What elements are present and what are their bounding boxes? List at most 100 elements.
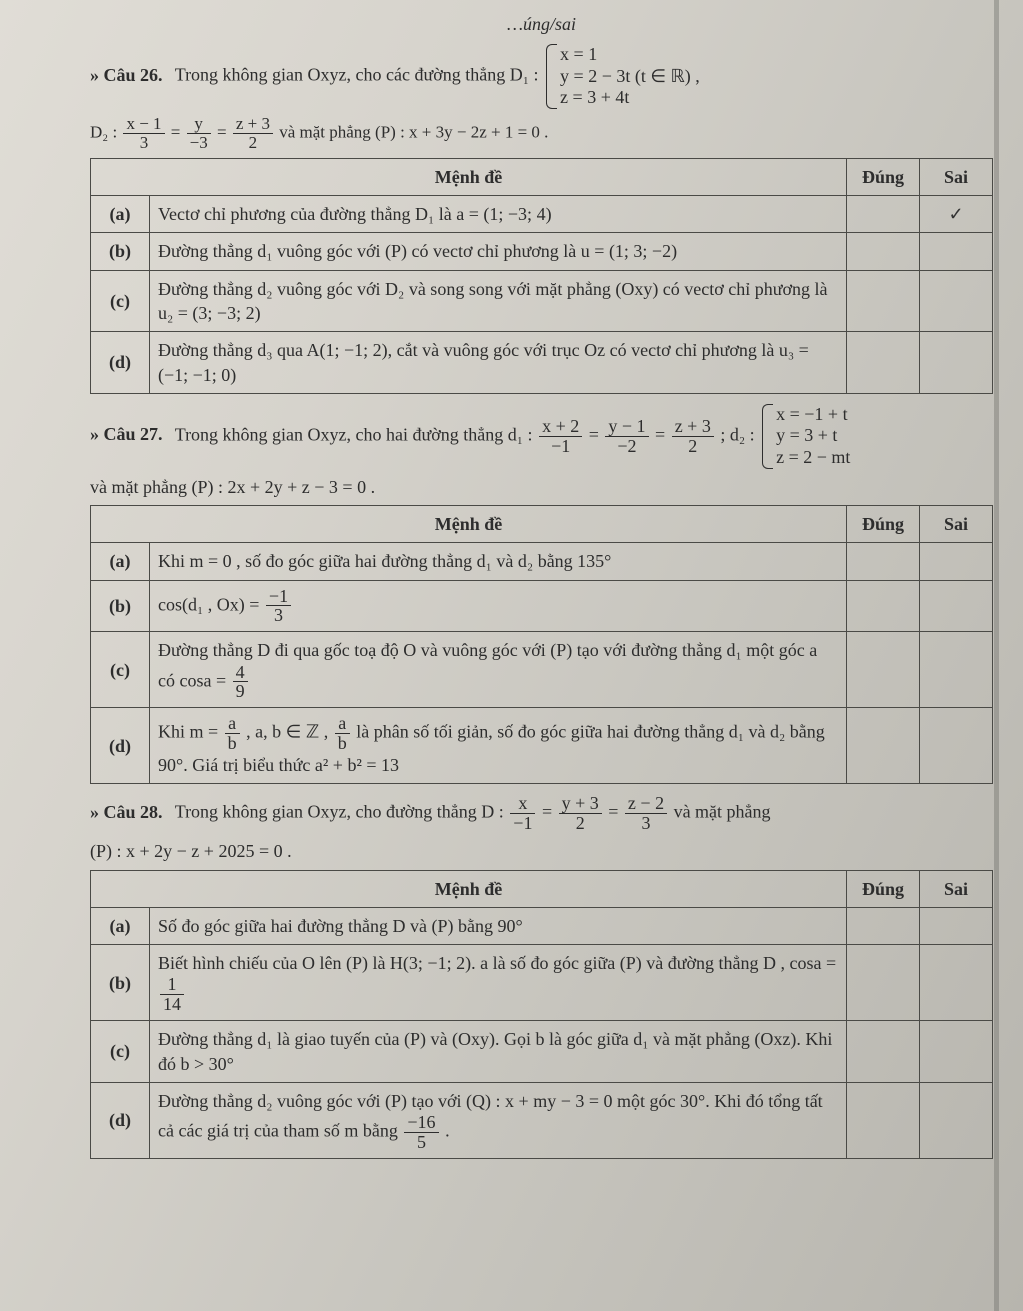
q26-intro-a: Trong không gian Oxyz, cho các đường thẳ… — [175, 65, 539, 85]
sys-line: z = 2 − mt — [776, 447, 850, 469]
row-text: Biết hình chiếu của O lên (P) là H(3; −1… — [150, 945, 847, 1021]
row-text: Đường thẳng d₃ qua A(1; −1; 2), cắt và v… — [150, 332, 847, 394]
question-27: » Câu 27. Trong không gian Oxyz, cho hai… — [90, 404, 993, 469]
row-key: (b) — [91, 580, 150, 632]
table-row: (b) Đường thẳng d₁ vuông góc với (P) có … — [91, 233, 993, 270]
cell-dung[interactable] — [847, 1082, 920, 1158]
exam-page: …úng/sai » Câu 26. Trong không gian Oxyz… — [0, 0, 1023, 1311]
cell-dung[interactable] — [847, 1021, 920, 1083]
table-row: (c) Đường thẳng d₂ vuông góc với D₂ và s… — [91, 270, 993, 332]
sys-line: y = 3 + t — [776, 425, 850, 447]
col-sai: Sai — [920, 158, 993, 195]
cell-sai[interactable] — [920, 907, 993, 944]
cell-dung[interactable] — [847, 332, 920, 394]
page-header-fragment: …úng/sai — [90, 12, 993, 36]
q26-intro-c: và mặt phẳng (P) : x + 3y − 2z + 1 = 0 . — [279, 122, 548, 141]
frac: z − 23 — [625, 794, 667, 833]
cell-dung[interactable] — [847, 233, 920, 270]
cell-sai[interactable] — [920, 708, 993, 784]
frac: x−1 — [510, 794, 535, 833]
question-26: » Câu 26. Trong không gian Oxyz, cho các… — [90, 44, 993, 109]
frac: y−3 — [187, 115, 211, 152]
sys-line: x = 1 — [560, 44, 700, 66]
sys-line: y = 2 − 3t (t ∈ ℝ) , — [560, 66, 700, 88]
q28-intro-c: (P) : x + 2y − z + 2025 = 0 . — [90, 839, 993, 863]
frac: 49 — [233, 663, 248, 702]
row-text: Đường thẳng d₂ vuông góc với (P) tạo với… — [150, 1082, 847, 1158]
cell-sai[interactable] — [920, 580, 993, 632]
cell-dung[interactable] — [847, 945, 920, 1021]
row-text: Vectơ chỉ phương của đường thẳng D₁ là a… — [150, 196, 847, 233]
cell-sai[interactable] — [920, 632, 993, 708]
row-text: Số đo góc giữa hai đường thẳng D và (P) … — [150, 907, 847, 944]
cell-dung[interactable] — [847, 196, 920, 233]
cell-dung[interactable] — [847, 270, 920, 332]
cell-sai[interactable] — [920, 233, 993, 270]
table-header-row: Mệnh đề Đúng Sai — [91, 870, 993, 907]
row-text: Đường thẳng d₁ vuông góc với (P) có vect… — [150, 233, 847, 270]
col-menhde: Mệnh đề — [91, 870, 847, 907]
cell-dung[interactable] — [847, 632, 920, 708]
frac: x − 13 — [123, 115, 164, 152]
cell-sai[interactable] — [920, 543, 993, 580]
row-key: (d) — [91, 1082, 150, 1158]
frac: −165 — [404, 1113, 438, 1152]
table-row: (c) Đường thẳng D đi qua gốc toạ độ O và… — [91, 632, 993, 708]
cell-sai[interactable] — [920, 1021, 993, 1083]
row-key: (d) — [91, 708, 150, 784]
frac: y − 1−2 — [605, 417, 648, 456]
q27-label: » Câu 27. — [90, 424, 163, 444]
frac: ab — [335, 714, 350, 753]
col-dung: Đúng — [847, 158, 920, 195]
col-menhde: Mệnh đề — [91, 158, 847, 195]
col-menhde: Mệnh đề — [91, 505, 847, 542]
cell-dung[interactable] — [847, 907, 920, 944]
sys-line: x = −1 + t — [776, 404, 850, 426]
table-row: (d) Đường thẳng d₃ qua A(1; −1; 2), cắt … — [91, 332, 993, 394]
q26-table: Mệnh đề Đúng Sai (a) Vectơ chỉ phương củ… — [90, 158, 993, 394]
frac: ab — [225, 714, 240, 753]
cell-sai[interactable] — [920, 270, 993, 332]
row-text: Đường thẳng d₂ vuông góc với D₂ và song … — [150, 270, 847, 332]
table-row: (a) Vectơ chỉ phương của đường thẳng D₁ … — [91, 196, 993, 233]
cell-dung[interactable] — [847, 580, 920, 632]
row-key: (d) — [91, 332, 150, 394]
table-row: (b) cos(d₁ , Ox) = −13 — [91, 580, 993, 632]
col-sai: Sai — [920, 505, 993, 542]
row-key: (c) — [91, 632, 150, 708]
cell-sai[interactable]: ✓ — [920, 196, 993, 233]
table-header-row: Mệnh đề Đúng Sai — [91, 505, 993, 542]
table-header-row: Mệnh đề Đúng Sai — [91, 158, 993, 195]
q27-intro-a: Trong không gian Oxyz, cho hai đường thẳ… — [175, 424, 533, 444]
row-key: (c) — [91, 1021, 150, 1083]
q26-label: » Câu 26. — [90, 65, 163, 85]
row-text: Đường thẳng D đi qua gốc toạ độ O và vuô… — [150, 632, 847, 708]
cell-sai[interactable] — [920, 1082, 993, 1158]
q27-table: Mệnh đề Đúng Sai (a) Khi m = 0 , số đo g… — [90, 505, 993, 785]
col-sai: Sai — [920, 870, 993, 907]
cell-sai[interactable] — [920, 332, 993, 394]
question-28: » Câu 28. Trong không gian Oxyz, cho đườ… — [90, 794, 993, 833]
table-row: (d) Đường thẳng d₂ vuông góc với (P) tạo… — [91, 1082, 993, 1158]
table-row: (a) Số đo góc giữa hai đường thẳng D và … — [91, 907, 993, 944]
frac: z + 32 — [233, 115, 273, 152]
frac: 114 — [160, 975, 184, 1014]
table-row: (d) Khi m = ab , a, b ∈ ℤ , ab là phân s… — [91, 708, 993, 784]
q28-label: » Câu 28. — [90, 802, 163, 822]
table-row: (b) Biết hình chiếu của O lên (P) là H(3… — [91, 945, 993, 1021]
frac: z + 32 — [672, 417, 714, 456]
row-key: (b) — [91, 945, 150, 1021]
cell-dung[interactable] — [847, 543, 920, 580]
q28-intro-a: Trong không gian Oxyz, cho đường thẳng D… — [175, 802, 504, 822]
sys-line: z = 3 + 4t — [560, 87, 700, 109]
q27-intro-c: và mặt phẳng (P) : 2x + 2y + z − 3 = 0 . — [90, 475, 993, 499]
cell-sai[interactable] — [920, 945, 993, 1021]
q28-table: Mệnh đề Đúng Sai (a) Số đo góc giữa hai … — [90, 870, 993, 1159]
q28-intro-b: và mặt phẳng — [674, 802, 771, 822]
cell-dung[interactable] — [847, 708, 920, 784]
row-key: (a) — [91, 543, 150, 580]
q26-intro-line2: D₂ : x − 13 = y−3 = z + 32 và mặt phẳng … — [90, 115, 993, 152]
row-key: (a) — [91, 907, 150, 944]
row-key: (c) — [91, 270, 150, 332]
q26-d1-system: x = 1 y = 2 − 3t (t ∈ ℝ) , z = 3 + 4t — [546, 44, 700, 109]
